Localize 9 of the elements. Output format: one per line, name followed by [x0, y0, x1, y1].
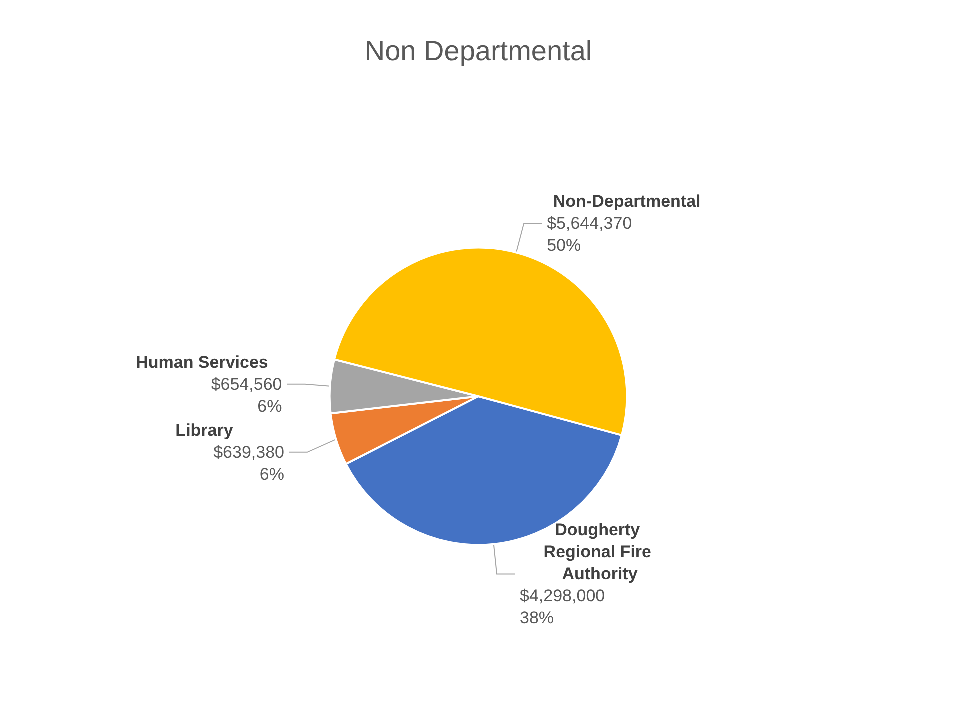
data-label: $4,298,000 38% [520, 586, 606, 628]
chart-title: Non Departmental [364, 36, 592, 66]
slice-label: Non-Departmental [553, 192, 701, 212]
slice-label: Dougherty Regional Fire Authority [544, 520, 656, 584]
data-label: $639,380 6% [214, 442, 284, 484]
slice-label: Human Services [136, 352, 268, 372]
data-label: $654,560 6% [211, 374, 282, 416]
data-label: $5,644,370 50% [547, 214, 632, 256]
slice-label: Library [176, 420, 234, 440]
